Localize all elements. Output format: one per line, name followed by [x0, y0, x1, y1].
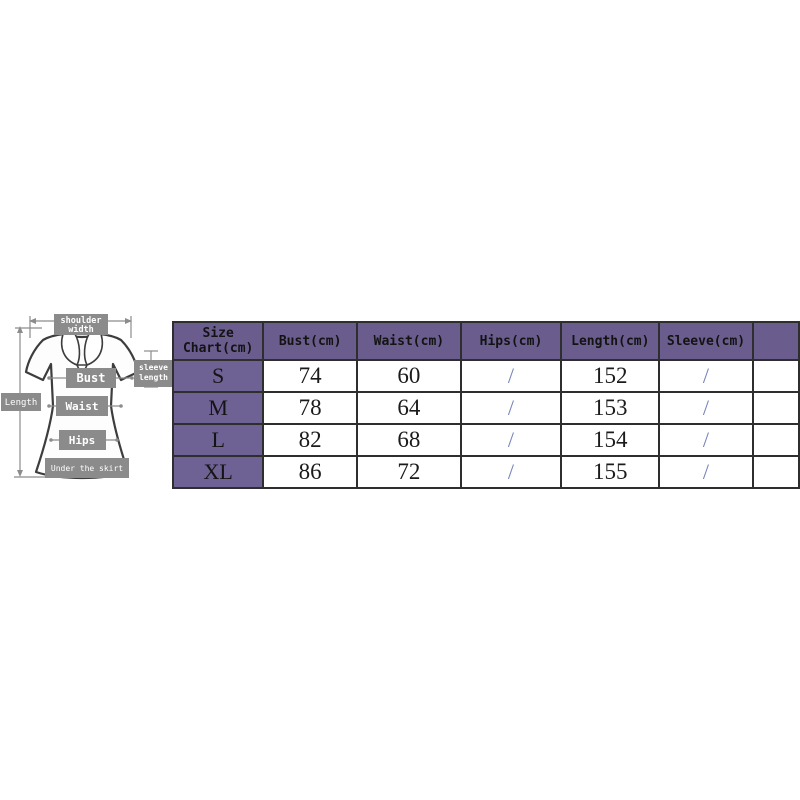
bust-label-box	[66, 368, 116, 388]
under-skirt-label-box	[45, 458, 129, 478]
hips-cell: /	[459, 423, 563, 457]
waist-cell: 60	[355, 359, 462, 393]
bust-cell: 74	[262, 359, 358, 393]
diagram-labels: shoulder width Length Bust Waist Hips Un…	[1, 314, 173, 478]
length-cell: 153	[560, 391, 661, 425]
length-label: Length	[5, 398, 38, 408]
waist-label: Waist	[65, 400, 98, 413]
table-header-row: Size Chart(cm) Bust(cm) Waist(cm) Hips(c…	[171, 321, 800, 361]
shoulder-width-label-line2: width	[68, 324, 94, 335]
table-row-xl: XL 86 72 / 155 /	[171, 455, 800, 489]
sleeve-length-label-box	[134, 360, 173, 387]
size-cell: S	[171, 359, 265, 393]
measure-dots	[47, 376, 134, 442]
bust-cell: 86	[262, 455, 358, 489]
hips-cell: /	[459, 359, 563, 393]
size-cell: XL	[171, 455, 265, 489]
table-row-l: L 82 68 / 154 /	[171, 423, 800, 457]
shoulder-width-label-box	[54, 314, 108, 335]
hips-cell: /	[459, 391, 563, 425]
bust-cell: 78	[262, 391, 358, 425]
shoulder-width-label-line1: shoulder	[61, 316, 102, 326]
clipped-cell	[751, 391, 800, 425]
waist-label-box	[56, 396, 108, 416]
header-clipped	[751, 321, 800, 361]
dress-diagram-svg: shoulder width Length Bust Waist Hips Un…	[1, 314, 173, 480]
sleeve-cell: /	[658, 359, 754, 393]
hips-label: Hips	[69, 434, 96, 447]
sleeve-cell: /	[658, 455, 754, 489]
header-bust: Bust(cm)	[262, 321, 358, 361]
length-arrow-bottom	[17, 470, 23, 477]
length-cell: 152	[560, 359, 661, 393]
sleeve-cell: /	[658, 391, 754, 425]
hips-cell: /	[459, 455, 563, 489]
under-skirt-label: Under the skirt	[51, 464, 123, 473]
header-waist: Waist(cm)	[355, 321, 462, 361]
size-cell: M	[171, 391, 265, 425]
header-length: Length(cm)	[560, 321, 661, 361]
shoulder-arrow-left	[29, 318, 36, 324]
header-size-chart: Size Chart(cm)	[171, 321, 265, 361]
length-cell: 154	[560, 423, 661, 457]
sleeve-cell: /	[658, 423, 754, 457]
waist-cell: 64	[355, 391, 462, 425]
shoulder-arrow-right	[125, 318, 132, 324]
size-cell: L	[171, 423, 265, 457]
header-hips: Hips(cm)	[459, 321, 563, 361]
waist-cell: 68	[355, 423, 462, 457]
length-arrow-top	[17, 326, 23, 333]
waist-cell: 72	[355, 455, 462, 489]
dress-measurement-diagram: shoulder width Length Bust Waist Hips Un…	[0, 308, 176, 500]
hips-label-box	[59, 430, 106, 450]
clipped-cell	[751, 423, 800, 457]
table-row-s: S 74 60 / 152 /	[171, 359, 800, 393]
size-chart-table: Size Chart(cm) Bust(cm) Waist(cm) Hips(c…	[171, 321, 800, 489]
sleeve-length-label-line1: sleeve	[139, 363, 168, 372]
bust-label: Bust	[77, 371, 106, 385]
clipped-cell	[751, 455, 800, 489]
length-label-box	[1, 393, 41, 411]
table-row-m: M 78 64 / 153 /	[171, 391, 800, 425]
clipped-cell	[751, 359, 800, 393]
bust-cell: 82	[262, 423, 358, 457]
sleeve-length-label-line2: length	[139, 373, 168, 382]
header-sleeve: Sleeve(cm)	[658, 321, 754, 361]
length-cell: 155	[560, 455, 661, 489]
